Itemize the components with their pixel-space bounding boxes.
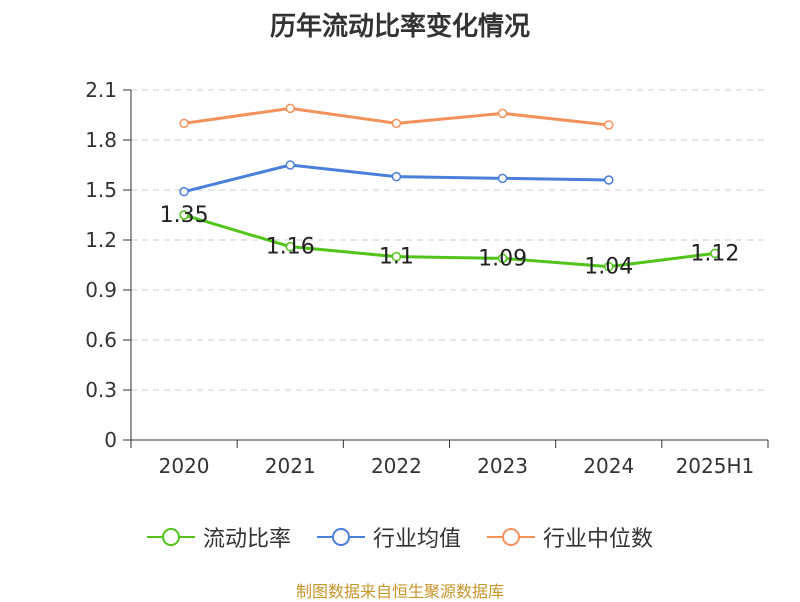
source-note: 制图数据来自恒生聚源数据库 [295,582,504,601]
legend-swatch-industry-median [487,528,535,546]
data-point-1 [179,186,189,197]
legend-item-industry-mean[interactable]: 行业均值 [316,521,461,553]
legend-label-industry-median: 行业中位数 [543,527,654,552]
grid-lines [131,89,768,391]
data-labels: 1.35 1.16 1.1 1.09 1.04 1.12 [160,203,740,280]
y-tick-label: 0.6 [85,328,117,352]
legend-item-current-ratio[interactable]: 流动比率 [146,521,291,553]
series-lines [179,103,720,272]
x-tick-label: 2024 [583,454,634,478]
x-tick-label: 2021 [265,454,316,478]
x-tick-label: 2025H1 [676,454,755,478]
legend-label-current-ratio: 流动比率 [202,527,291,552]
legend-item-industry-median[interactable]: 行业中位数 [487,521,653,553]
data-label: 1.09 [478,246,527,271]
y-tick-label: 0 [104,428,117,452]
legend-swatch-current-ratio [146,528,195,546]
axes: 0 0.3 0.6 0.9 1.2 1.5 1.8 2.1 2020 2021 2022 2023 20… [85,78,769,478]
y-tick-label: 1.8 [85,128,117,152]
legend: 流动比率 行业均值 行业中位数 [0,520,800,554]
data-label: 1.12 [690,241,739,266]
x-tick-label: 2022 [371,454,422,478]
legend-swatch-industry-mean [316,528,365,546]
y-tick-label: 0.9 [85,278,117,302]
y-tick-label: 1.2 [85,228,117,252]
y-tick-label: 2.1 [85,78,117,102]
chart-title: 历年流动比率变化情况 [269,12,530,42]
data-point-0 [285,241,295,252]
data-point-1 [497,173,508,184]
data-point-2 [391,118,402,129]
data-point-0 [604,261,614,272]
data-point-0 [497,253,508,264]
data-point-2 [285,103,295,114]
data-label: 1.04 [584,255,633,280]
y-tick-label: 0.3 [85,378,117,402]
data-point-2 [497,108,508,119]
data-point-0 [179,210,189,220]
data-label: 1.35 [160,203,209,228]
x-tick-label: 2020 [159,454,210,478]
series-line-0 [183,213,716,269]
x-tick-label: 2023 [477,454,528,478]
data-point-0 [710,248,720,259]
y-tick-label: 1.5 [85,178,117,202]
data-point-0 [391,251,402,262]
data-point-1 [391,171,402,182]
data-point-1 [285,160,295,170]
data-point-2 [179,118,189,129]
data-label: 1.16 [266,235,315,260]
legend-label-industry-mean: 行业均值 [372,527,461,552]
data-point-2 [604,120,614,130]
data-label: 1.1 [379,245,414,270]
data-point-1 [604,175,614,185]
